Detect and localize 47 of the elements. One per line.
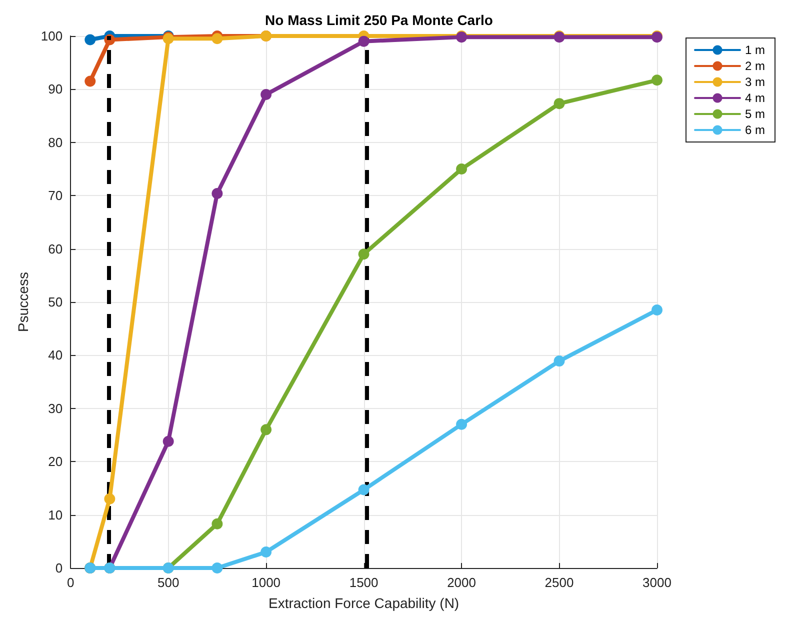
- y-tick-label: 0: [55, 560, 63, 576]
- point: [212, 188, 223, 199]
- y-tick-label: 80: [48, 134, 63, 150]
- x-tick-label: 1000: [252, 575, 281, 590]
- point: [358, 484, 370, 496]
- x-tick-label: 1500: [349, 575, 378, 590]
- x-tick-label: 3000: [642, 575, 672, 590]
- y-tick-label: 20: [48, 454, 63, 470]
- point: [456, 418, 468, 430]
- legend-label: 5 m: [744, 107, 766, 121]
- point: [358, 248, 370, 260]
- point: [652, 304, 662, 316]
- point: [456, 164, 468, 174]
- point: [162, 436, 174, 447]
- y-tick-label: 50: [48, 294, 63, 310]
- point: [212, 33, 223, 44]
- point: [260, 424, 272, 436]
- y-tick-label: 10: [48, 507, 63, 522]
- y-tick-label: 40: [48, 348, 63, 363]
- point: [554, 98, 565, 110]
- y-tick-label: 100: [40, 28, 63, 44]
- point: [260, 546, 272, 558]
- legend-label: 2 m: [744, 59, 766, 73]
- point: [84, 34, 96, 46]
- x-tick-label: 500: [157, 575, 180, 590]
- x-tick-label: 2500: [544, 575, 574, 590]
- x-axis-title: Extraction Force Capability (N): [268, 595, 460, 611]
- y-tick-label: 90: [48, 82, 63, 97]
- legend-label: 3 m: [744, 75, 766, 89]
- point: [652, 74, 662, 86]
- chart-title: No Mass Limit 250 Pa Monte Carlo: [265, 12, 493, 28]
- legend-label: 6 m: [744, 123, 766, 137]
- legend-label: 1 m: [744, 43, 766, 57]
- legend-label: 4 m: [744, 91, 766, 105]
- point: [84, 76, 96, 87]
- point: [212, 562, 223, 574]
- y-tick-label: 70: [48, 188, 63, 204]
- x-tick-label: 0: [66, 575, 74, 590]
- point: [358, 36, 370, 47]
- point: [260, 89, 272, 100]
- y-tick-label: 30: [48, 400, 63, 416]
- y-axis-title: Psuccess: [15, 272, 31, 332]
- point: [104, 493, 116, 504]
- y-tick-label: 60: [48, 241, 63, 256]
- point: [554, 356, 565, 367]
- point: [212, 518, 223, 530]
- x-tick-label: 2000: [447, 575, 476, 590]
